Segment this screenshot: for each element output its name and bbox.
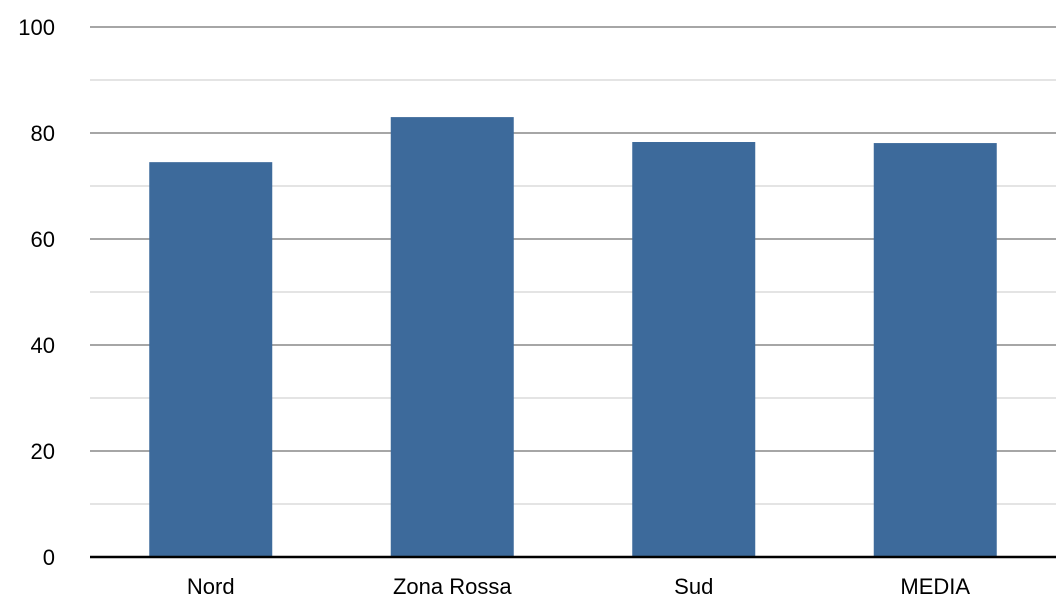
bars [149, 117, 997, 557]
bar-sud [632, 142, 756, 557]
x-tick-label: MEDIA [900, 574, 970, 599]
bar-media [873, 143, 997, 557]
y-tick-label: 20 [31, 439, 55, 464]
bar-zona-rossa [390, 117, 514, 557]
x-axis-tick-labels: Nord Zona Rossa Sud MEDIA [187, 574, 971, 599]
y-tick-label: 80 [31, 121, 55, 146]
x-tick-label: Nord [187, 574, 235, 599]
bar-nord [149, 162, 273, 557]
y-axis-tick-labels: 0 20 40 60 80 100 [18, 15, 55, 570]
x-tick-label: Zona Rossa [393, 574, 512, 599]
y-tick-label: 100 [18, 15, 55, 40]
y-tick-label: 60 [31, 227, 55, 252]
y-tick-label: 40 [31, 333, 55, 358]
x-tick-label: Sud [674, 574, 713, 599]
y-tick-label: 0 [43, 545, 55, 570]
